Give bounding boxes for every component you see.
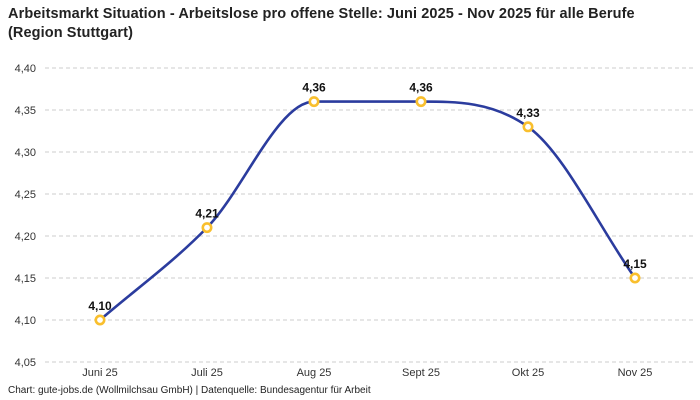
x-axis-category-labels: Juni 25 Juli 25 Aug 25 Sept 25 Okt 25 Nov 25: [82, 367, 652, 379]
series-line-path: [98, 100, 637, 322]
x-tick-label: Nov 25: [618, 367, 653, 379]
data-point-label: 4,15: [623, 257, 647, 271]
data-point-marker: [415, 96, 427, 108]
grid-lines: [45, 67, 693, 363]
data-point-markers: [94, 96, 641, 326]
data-point-marker: [201, 222, 213, 234]
y-tick-label: 4,40: [15, 63, 36, 75]
data-series-line: [98, 100, 637, 322]
y-tick-label: 4,35: [15, 105, 36, 117]
data-point-label: 4,36: [409, 81, 433, 95]
y-tick-label: 4,10: [15, 315, 36, 327]
data-point-marker: [629, 272, 641, 284]
data-point-label: 4,33: [516, 106, 540, 120]
chart-title: Arbeitsmarkt Situation - Arbeitslose pro…: [8, 6, 635, 42]
x-tick-label: Juli 25: [191, 367, 223, 379]
x-tick-label: Juni 25: [82, 367, 117, 379]
data-point-label: 4,36: [302, 81, 326, 95]
data-point-label: 4,21: [195, 207, 219, 221]
y-tick-label: 4,20: [15, 231, 36, 243]
x-tick-label: Okt 25: [512, 367, 544, 379]
data-point-marker: [94, 314, 106, 326]
y-tick-label: 4,25: [15, 189, 36, 201]
x-tick-label: Aug 25: [297, 367, 332, 379]
data-point-marker: [308, 96, 320, 108]
x-tick-label: Sept 25: [402, 367, 440, 379]
y-tick-label: 4,05: [15, 357, 36, 369]
data-point-marker: [522, 121, 534, 133]
y-tick-label: 4,15: [15, 273, 36, 285]
y-tick-label: 4,30: [15, 147, 36, 159]
chart-source-caption: Chart: gute-jobs.de (Wollmilchsau GmbH) …: [8, 385, 371, 396]
data-point-value-labels: 4,10 4,21 4,36 4,36 4,33 4,15: [88, 81, 647, 313]
y-axis-tick-labels: 4,05 4,10 4,15 4,20 4,25 4,30 4,35 4,40: [15, 63, 36, 369]
line-chart-plot: 4,05 4,10 4,15 4,20 4,25 4,30 4,35 4,40 Juni 25…: [15, 63, 693, 379]
data-point-label: 4,10: [88, 299, 112, 313]
